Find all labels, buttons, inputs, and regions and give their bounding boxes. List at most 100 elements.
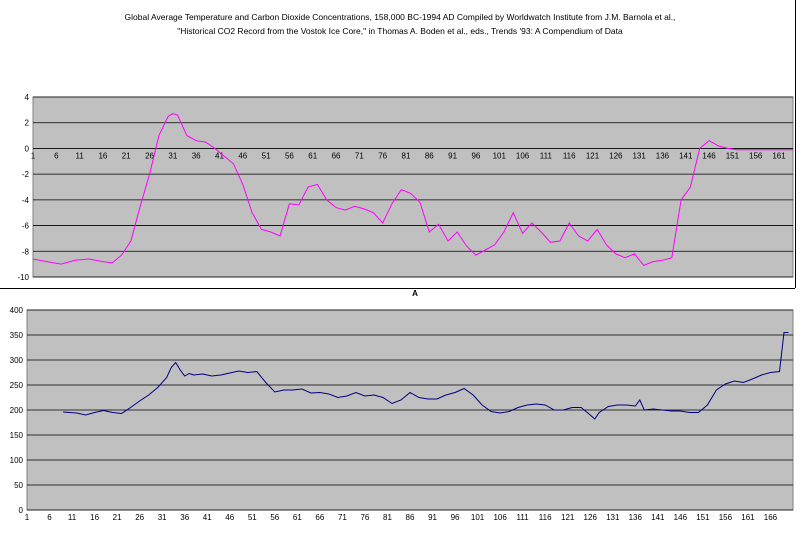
temp-x-tick-label: 46 bbox=[238, 151, 247, 160]
co2-x-tick-label: 41 bbox=[203, 513, 212, 522]
temperature-y-axis: 4 2 0 -2 -4 -6 -8 -10 bbox=[17, 93, 29, 282]
temperature-chart: 420-2-4-6-8-10 1 6 11 16 21 26 31 36 41 46 51 56 61 6… bbox=[17, 93, 794, 282]
co2-x-tick-label: 6 bbox=[47, 513, 52, 522]
temp-y-tick-label: 2 bbox=[25, 119, 30, 128]
temp-y-tick-label: -4 bbox=[22, 196, 30, 205]
temp-x-tick-label: 151 bbox=[726, 151, 740, 160]
temp-x-tick-label: 96 bbox=[471, 151, 480, 160]
temp-x-tick-label: 41 bbox=[215, 151, 224, 160]
co2-x-tick-label: 1 bbox=[25, 513, 30, 522]
co2-x-tick-label: 36 bbox=[180, 513, 189, 522]
co2-x-tick-label: 161 bbox=[741, 513, 755, 522]
co2-y-tick-label: 50 bbox=[14, 481, 23, 490]
section-divider bbox=[0, 288, 795, 289]
co2-x-tick-label: 66 bbox=[315, 513, 324, 522]
co2-x-axis: 1 6 11 16 21 26 31 36 41 46 51 56 61 66 71 76 81 86 91 96 10… bbox=[25, 513, 778, 522]
co2-y-tick-label: 200 bbox=[10, 406, 24, 415]
chart-label-a: A bbox=[412, 289, 418, 298]
temp-x-tick-label: 106 bbox=[516, 151, 530, 160]
temp-y-tick-label: -8 bbox=[22, 247, 30, 256]
co2-x-tick-label: 26 bbox=[135, 513, 144, 522]
temp-y-tick-label: -10 bbox=[17, 273, 29, 282]
temp-x-tick-label: 111 bbox=[540, 151, 553, 160]
temp-x-tick-label: 66 bbox=[332, 151, 341, 160]
co2-series-line bbox=[62, 332, 789, 420]
co2-x-tick-label: 156 bbox=[719, 513, 733, 522]
co2-x-tick-label: 136 bbox=[629, 513, 643, 522]
co2-x-tick-label: 16 bbox=[90, 513, 99, 522]
temp-x-tick-label: 161 bbox=[772, 151, 786, 160]
temp-x-tick-label: 131 bbox=[632, 151, 646, 160]
co2-y-tick-label: 250 bbox=[10, 381, 24, 390]
co2-x-tick-label: 131 bbox=[606, 513, 620, 522]
co2-x-tick-label: 71 bbox=[338, 513, 347, 522]
temp-x-tick-label: 51 bbox=[262, 151, 271, 160]
figure-title: Global Average Temperature and Carbon Di… bbox=[0, 10, 800, 38]
co2-x-tick-label: 46 bbox=[225, 513, 234, 522]
co2-x-tick-label: 121 bbox=[561, 513, 575, 522]
temp-x-tick-label: 141 bbox=[679, 151, 693, 160]
co2-x-tick-label: 111 bbox=[517, 513, 530, 522]
temp-x-tick-label: 126 bbox=[609, 151, 623, 160]
co2-x-tick-label: 31 bbox=[158, 513, 167, 522]
co2-x-tick-label: 21 bbox=[113, 513, 122, 522]
temp-x-tick-label: 1 bbox=[31, 151, 36, 160]
temp-x-tick-label: 136 bbox=[656, 151, 670, 160]
temp-x-tick-label: 31 bbox=[168, 151, 177, 160]
temp-x-tick-label: 6 bbox=[54, 151, 59, 160]
co2-x-tick-label: 126 bbox=[584, 513, 598, 522]
co2-y-axis: 400 350 300 250 200 150 100 50 0 bbox=[10, 306, 24, 515]
co2-x-tick-label: 51 bbox=[248, 513, 257, 522]
temp-x-tick-label: 116 bbox=[563, 151, 576, 160]
co2-x-tick-label: 146 bbox=[674, 513, 688, 522]
temperature-series-line bbox=[32, 113, 793, 267]
temp-x-tick-label: 101 bbox=[493, 151, 507, 160]
figure-title-line-1: Global Average Temperature and Carbon Di… bbox=[124, 12, 676, 22]
co2-x-tick-label: 141 bbox=[651, 513, 665, 522]
co2-y-tick-label: 300 bbox=[10, 356, 24, 365]
co2-x-tick-label: 11 bbox=[68, 513, 77, 522]
co2-x-tick-label: 166 bbox=[764, 513, 778, 522]
co2-y-tick-label: 350 bbox=[10, 331, 24, 340]
co2-y-tick-label: 400 bbox=[10, 306, 24, 315]
co2-y-tick-label: 150 bbox=[10, 431, 24, 440]
temp-x-tick-label: 71 bbox=[355, 151, 364, 160]
figure-title-line-2: "Historical CO2 Record from the Vostok I… bbox=[177, 26, 623, 36]
temp-x-tick-label: 91 bbox=[448, 151, 457, 160]
temp-x-tick-label: 76 bbox=[378, 151, 387, 160]
temp-y-tick-label: 4 bbox=[25, 93, 30, 102]
co2-x-tick-label: 96 bbox=[451, 513, 460, 522]
co2-x-tick-label: 151 bbox=[696, 513, 710, 522]
temp-x-tick-label: 61 bbox=[308, 151, 317, 160]
temp-x-tick-label: 56 bbox=[285, 151, 294, 160]
temp-x-tick-label: 36 bbox=[192, 151, 201, 160]
temp-x-tick-label: 16 bbox=[98, 151, 107, 160]
co2-x-tick-label: 116 bbox=[539, 513, 552, 522]
temp-x-tick-label: 21 bbox=[122, 151, 131, 160]
section-divider-right bbox=[795, 0, 796, 288]
temperature-plot-area bbox=[32, 96, 794, 278]
temp-x-tick-label: 26 bbox=[145, 151, 154, 160]
temp-x-tick-label: 121 bbox=[586, 151, 600, 160]
temp-y-tick-label: -6 bbox=[22, 222, 30, 231]
temp-x-tick-label: 86 bbox=[425, 151, 434, 160]
co2-x-tick-label: 106 bbox=[493, 513, 507, 522]
temp-y-tick-label: -2 bbox=[22, 170, 30, 179]
co2-x-tick-label: 56 bbox=[270, 513, 279, 522]
co2-x-tick-label: 81 bbox=[383, 513, 392, 522]
temp-x-tick-label: 11 bbox=[75, 151, 84, 160]
co2-x-tick-label: 101 bbox=[471, 513, 485, 522]
temperature-x-axis: 1 6 11 16 21 26 31 36 41 46 51 56 61 66 71 76 81 86 91 96 10… bbox=[31, 151, 786, 160]
co2-x-tick-label: 86 bbox=[406, 513, 415, 522]
co2-x-tick-label: 61 bbox=[293, 513, 302, 522]
temp-x-tick-label: 146 bbox=[702, 151, 716, 160]
co2-y-tick-label: 100 bbox=[10, 456, 24, 465]
temp-y-tick-label: 0 bbox=[25, 144, 30, 153]
temperature-gridlines bbox=[33, 96, 793, 278]
co2-x-tick-label: 91 bbox=[428, 513, 437, 522]
temp-x-tick-label: 156 bbox=[749, 151, 763, 160]
co2-y-tick-label: 0 bbox=[19, 506, 24, 515]
temp-x-tick-label: 81 bbox=[402, 151, 411, 160]
